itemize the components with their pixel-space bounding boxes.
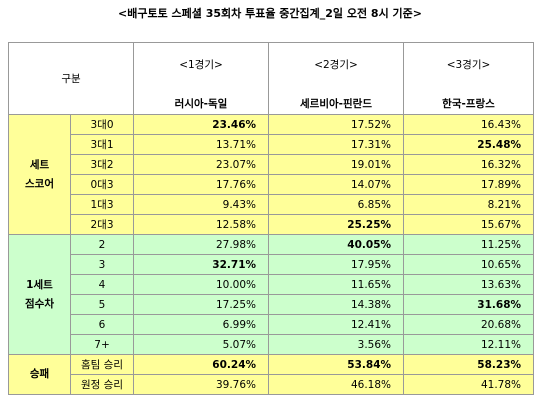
group-label-line: 스코어	[25, 177, 54, 190]
value-cell: 25.25%	[268, 214, 405, 235]
value-cell: 3.56%	[268, 334, 405, 355]
corner-cell: 구분	[7, 42, 135, 115]
value-cell: 9.43%	[133, 194, 270, 215]
value-cell: 40.05%	[268, 234, 405, 255]
header-row: 구분 <1경기> <2경기> <3경기>	[7, 42, 535, 115]
row-label: 4	[69, 274, 135, 295]
value-cell: 53.84%	[268, 354, 405, 375]
row-label: 5	[69, 294, 135, 315]
data-row: 1대3 9.43% 6.85% 8.21%	[8, 194, 535, 215]
row-label: 3	[69, 254, 135, 275]
value-cell: 10.65%	[403, 254, 535, 275]
value-cell: 41.78%	[403, 374, 535, 395]
value-cell: 8.21%	[403, 194, 535, 215]
value-cell: 25.48%	[403, 134, 535, 155]
group-label-line: 점수차	[25, 297, 54, 310]
value-cell: 60.24%	[133, 354, 270, 375]
data-row: 3대1 13.71% 17.31% 25.48%	[8, 134, 535, 155]
row-label: 2대3	[69, 214, 135, 235]
team-header: 세르비아-핀란드	[268, 72, 405, 115]
value-cell: 14.07%	[268, 174, 405, 195]
value-cell: 17.89%	[403, 174, 535, 195]
value-cell: 31.68%	[403, 294, 535, 315]
row-label: 3대0	[69, 114, 135, 135]
value-cell: 39.76%	[133, 374, 270, 395]
value-cell: 12.11%	[403, 334, 535, 355]
group-label-line: 세트	[29, 158, 50, 171]
row-label: 6	[69, 314, 135, 335]
value-cell: 6.85%	[268, 194, 405, 215]
value-cell: 46.18%	[268, 374, 405, 395]
value-cell: 17.76%	[133, 174, 270, 195]
row-label: 홈팀 승리	[69, 354, 135, 375]
game-header: <1경기>	[133, 42, 270, 72]
group-label: 승패	[8, 354, 71, 395]
row-label: 원정 승리	[69, 374, 135, 395]
value-cell: 12.41%	[268, 314, 405, 335]
value-cell: 16.32%	[403, 154, 535, 175]
vote-table: 구분 <1경기> <2경기> <3경기> 러시아-독일 세르비아-핀란드 한국-프랑스 세트 스…	[7, 42, 535, 395]
data-row: 1세트 점수차 2 27.98% 40.05% 11.25%	[8, 234, 535, 355]
value-cell: 15.67%	[403, 214, 535, 235]
value-cell: 19.01%	[268, 154, 405, 175]
data-row: 5 17.25% 14.38% 31.68%	[8, 294, 535, 315]
value-cell: 6.99%	[133, 314, 270, 335]
group-label-line: 1세트	[26, 278, 53, 291]
data-row: 3 32.71% 17.95% 10.65%	[8, 254, 535, 275]
row-label: 7+	[69, 334, 135, 355]
value-cell: 58.23%	[403, 354, 535, 375]
game-header: <3경기>	[403, 42, 535, 72]
row-label: 3대2	[69, 154, 135, 175]
group-label-line: 승패	[29, 368, 50, 380]
value-cell: 23.07%	[133, 154, 270, 175]
value-cell: 23.46%	[133, 114, 270, 135]
data-row: 7+ 5.07% 3.56% 12.11%	[8, 334, 535, 355]
value-cell: 12.58%	[133, 214, 270, 235]
value-cell: 10.00%	[133, 274, 270, 295]
data-row: 6 6.99% 12.41% 20.68%	[8, 314, 535, 335]
value-cell: 11.25%	[403, 234, 535, 255]
data-row: 3대2 23.07% 19.01% 16.32%	[8, 154, 535, 175]
value-cell: 11.65%	[268, 274, 405, 295]
data-row: 세트 스코어 3대0 23.46% 17.52% 16.43%	[8, 114, 535, 235]
team-header: 러시아-독일	[133, 72, 270, 115]
value-cell: 14.38%	[268, 294, 405, 315]
value-cell: 32.71%	[133, 254, 270, 275]
data-row: 4 10.00% 11.65% 13.63%	[8, 274, 535, 295]
value-cell: 17.95%	[268, 254, 405, 275]
data-row: 승패 홈팀 승리 60.24% 53.84% 58.23%	[8, 354, 535, 395]
game-header: <2경기>	[268, 42, 405, 72]
value-cell: 17.31%	[268, 134, 405, 155]
value-cell: 5.07%	[133, 334, 270, 355]
title: <배구토토 스페셜 35회차 투표율 중간집계_2일 오전 8시 기준>	[118, 7, 422, 20]
data-row: 2대3 12.58% 25.25% 15.67%	[8, 214, 535, 235]
row-label: 3대1	[69, 134, 135, 155]
value-cell: 17.52%	[268, 114, 405, 135]
team-header: 한국-프랑스	[403, 72, 535, 115]
header-row: 러시아-독일 세르비아-핀란드 한국-프랑스	[9, 72, 535, 115]
data-row: 원정 승리 39.76% 46.18% 41.78%	[8, 374, 535, 395]
value-cell: 17.25%	[133, 294, 270, 315]
value-cell: 13.63%	[403, 274, 535, 295]
row-label: 2	[69, 234, 135, 255]
row-label: 0대3	[69, 174, 135, 195]
value-cell: 27.98%	[133, 234, 270, 255]
value-cell: 20.68%	[403, 314, 535, 335]
row-label: 1대3	[69, 194, 135, 215]
value-cell: 16.43%	[403, 114, 535, 135]
value-cell: 13.71%	[133, 134, 270, 155]
data-row: 0대3 17.76% 14.07% 17.89%	[8, 174, 535, 195]
